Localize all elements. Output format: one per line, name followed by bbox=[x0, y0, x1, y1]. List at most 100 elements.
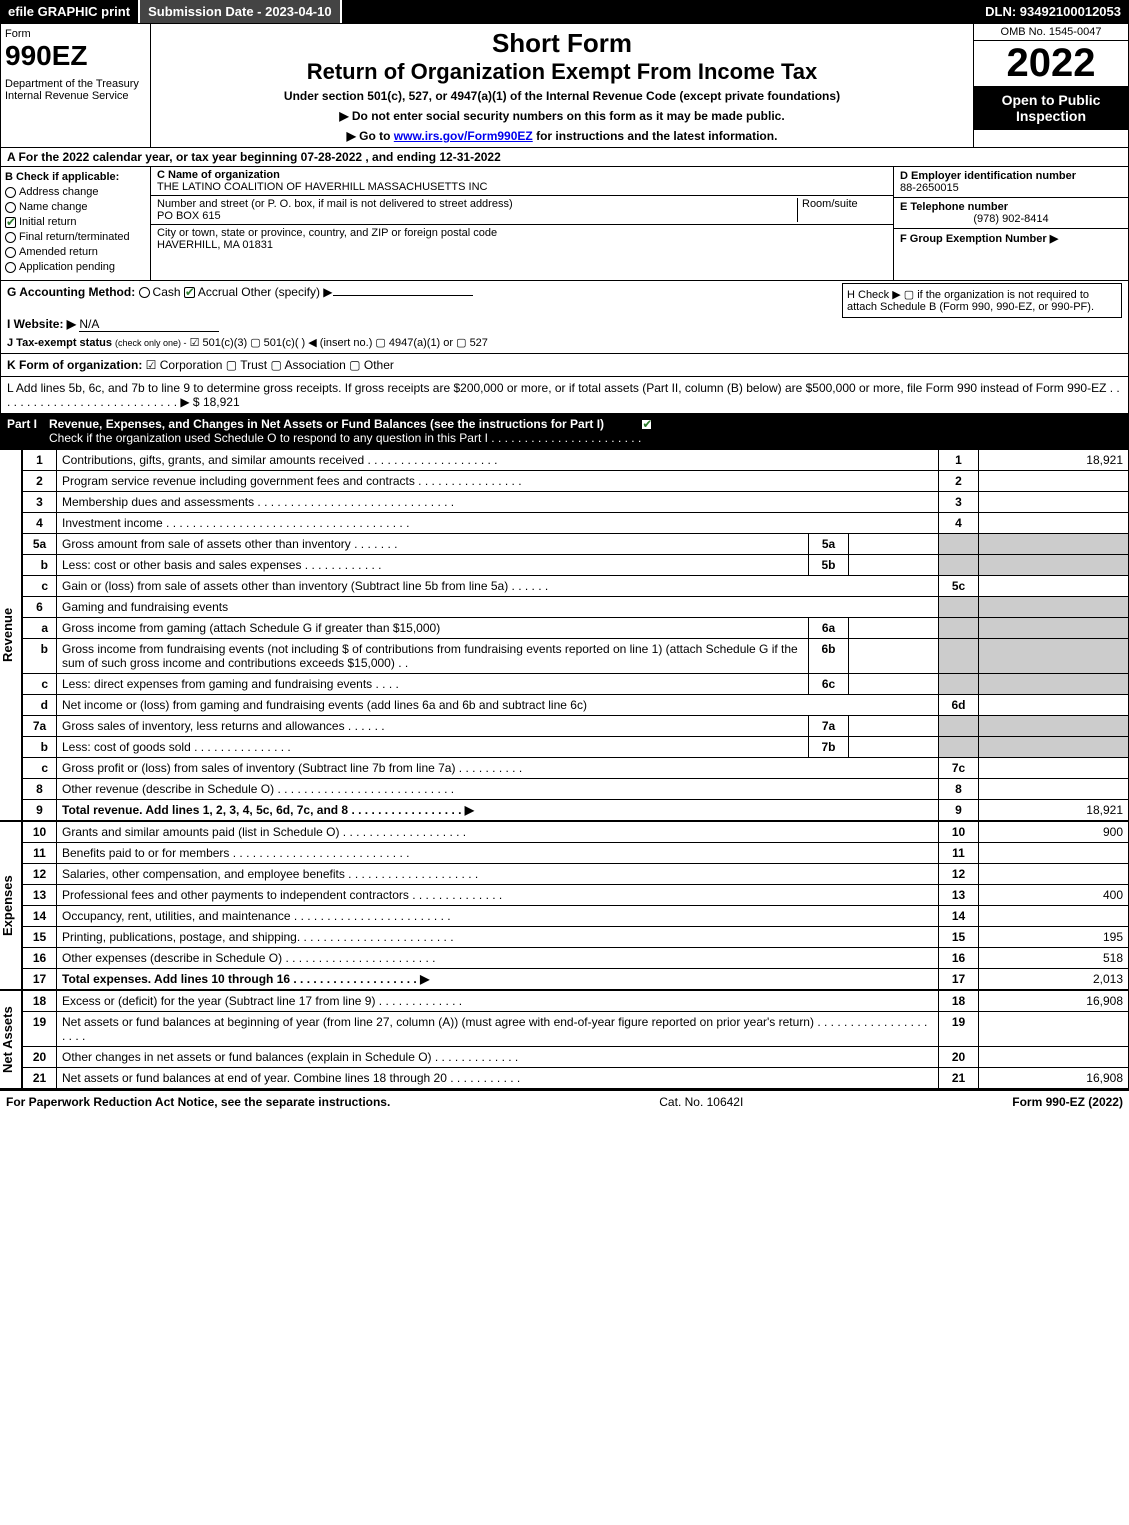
line-6b: bGross income from fundraising events (n… bbox=[23, 639, 1129, 674]
cash-radio[interactable] bbox=[139, 287, 150, 298]
check-application-pending[interactable]: Application pending bbox=[5, 261, 146, 273]
line-6d: dNet income or (loss) from gaming and fu… bbox=[23, 695, 1129, 716]
group-exemption-label: F Group Exemption Number ▶ bbox=[900, 233, 1058, 245]
line-20: 20Other changes in net assets or fund ba… bbox=[23, 1047, 1129, 1068]
footer-mid: Cat. No. 10642I bbox=[659, 1095, 743, 1109]
efile-label: efile GRAPHIC print bbox=[0, 0, 140, 23]
submission-date: Submission Date - 2023-04-10 bbox=[140, 0, 342, 23]
website-label: I Website: ▶ bbox=[7, 317, 76, 331]
row-j: J Tax-exempt status (check only one) - ☑… bbox=[7, 336, 1122, 349]
box-c: C Name of organization THE LATINO COALIT… bbox=[151, 167, 893, 280]
footer-right: Form 990-EZ (2022) bbox=[1012, 1095, 1123, 1109]
part-i-title: Revenue, Expenses, and Changes in Net As… bbox=[49, 417, 604, 431]
city-label: City or town, state or province, country… bbox=[157, 227, 497, 239]
line-14: 14Occupancy, rent, utilities, and mainte… bbox=[23, 906, 1129, 927]
line-9: 9Total revenue. Add lines 1, 2, 3, 4, 5c… bbox=[23, 800, 1129, 821]
org-name-row: C Name of organization THE LATINO COALIT… bbox=[151, 167, 893, 196]
tel-row: E Telephone number (978) 902-8414 bbox=[894, 197, 1128, 228]
part-i-sub: Check if the organization used Schedule … bbox=[49, 431, 641, 445]
revenue-section: Revenue 1Contributions, gifts, grants, a… bbox=[0, 449, 1129, 821]
row-l-value: 18,921 bbox=[203, 395, 240, 409]
box-h: H Check ▶ ▢ if the organization is not r… bbox=[842, 283, 1122, 318]
footer-left: For Paperwork Reduction Act Notice, see … bbox=[6, 1095, 390, 1109]
line-7a: 7aGross sales of inventory, less returns… bbox=[23, 716, 1129, 737]
net-assets-table: 18Excess or (deficit) for the year (Subt… bbox=[22, 990, 1129, 1089]
line-5a: 5aGross amount from sale of assets other… bbox=[23, 534, 1129, 555]
expenses-vlabel: Expenses bbox=[0, 821, 22, 990]
line-10: 10Grants and similar amounts paid (list … bbox=[23, 822, 1129, 843]
dln: DLN: 93492100012053 bbox=[977, 0, 1129, 23]
part-i-label: Part I bbox=[7, 417, 49, 445]
omb-number: OMB No. 1545-0047 bbox=[974, 24, 1128, 41]
street-row: Number and street (or P. O. box, if mail… bbox=[151, 196, 893, 225]
irs-link[interactable]: www.irs.gov/Form990EZ bbox=[394, 129, 533, 143]
line-19: 19Net assets or fund balances at beginni… bbox=[23, 1012, 1129, 1047]
line-7c: cGross profit or (loss) from sales of in… bbox=[23, 758, 1129, 779]
box-def: D Employer identification number 88-2650… bbox=[893, 167, 1128, 280]
section-ghij: H Check ▶ ▢ if the organization is not r… bbox=[0, 281, 1129, 354]
header-right: OMB No. 1545-0047 2022 Open to Public In… bbox=[973, 24, 1128, 147]
check-address-change[interactable]: Address change bbox=[5, 186, 146, 198]
line-5b: bLess: cost or other basis and sales exp… bbox=[23, 555, 1129, 576]
check-final-return[interactable]: Final return/terminated bbox=[5, 231, 146, 243]
schedule-o-check[interactable] bbox=[641, 419, 652, 430]
website-value: N/A bbox=[79, 317, 219, 332]
line-17: 17Total expenses. Add lines 10 through 1… bbox=[23, 969, 1129, 990]
form-word: Form bbox=[5, 28, 146, 40]
accrual-check[interactable] bbox=[184, 287, 195, 298]
street-label: Number and street (or P. O. box, if mail… bbox=[157, 198, 513, 210]
header-center: Short Form Return of Organization Exempt… bbox=[151, 24, 973, 147]
form-number: 990EZ bbox=[5, 40, 146, 72]
line-7b: bLess: cost of goods sold . . . . . . . … bbox=[23, 737, 1129, 758]
form-of-org-label: K Form of organization: bbox=[7, 358, 142, 372]
other-label: Other (specify) ▶ bbox=[241, 285, 332, 299]
box-b: B Check if applicable: Address change Na… bbox=[1, 167, 151, 280]
street-value: PO BOX 615 bbox=[157, 210, 221, 222]
tax-exempt-options: ☑ 501(c)(3) ▢ 501(c)( ) ◀ (insert no.) ▢… bbox=[190, 337, 488, 349]
revenue-vlabel: Revenue bbox=[0, 449, 22, 821]
room-suite-label: Room/suite bbox=[797, 198, 887, 222]
topbar: efile GRAPHIC print Submission Date - 20… bbox=[0, 0, 1129, 23]
note2-post: for instructions and the latest informat… bbox=[533, 129, 778, 143]
city-row: City or town, state or province, country… bbox=[151, 225, 893, 253]
city-value: HAVERHILL, MA 01831 bbox=[157, 239, 273, 251]
line-8: 8Other revenue (describe in Schedule O) … bbox=[23, 779, 1129, 800]
subtitle: Under section 501(c), 527, or 4947(a)(1)… bbox=[155, 89, 969, 103]
line-1: 1Contributions, gifts, grants, and simil… bbox=[23, 450, 1129, 471]
line-6c: cLess: direct expenses from gaming and f… bbox=[23, 674, 1129, 695]
line-12: 12Salaries, other compensation, and empl… bbox=[23, 864, 1129, 885]
ein-value: 88-2650015 bbox=[900, 182, 959, 194]
tel-label: E Telephone number bbox=[900, 201, 1008, 213]
line-21: 21Net assets or fund balances at end of … bbox=[23, 1068, 1129, 1089]
part-i-header: Part I Revenue, Expenses, and Changes in… bbox=[0, 414, 1129, 449]
note2-pre: ▶ Go to bbox=[347, 129, 394, 143]
check-initial-return[interactable]: Initial return bbox=[5, 216, 146, 228]
form-header: Form 990EZ Department of the Treasury In… bbox=[0, 23, 1129, 148]
row-l: L Add lines 5b, 6c, and 7b to line 9 to … bbox=[0, 377, 1129, 414]
tax-year: 2022 bbox=[974, 41, 1128, 86]
line-6a: aGross income from gaming (attach Schedu… bbox=[23, 618, 1129, 639]
row-k: K Form of organization: ☑ Corporation ▢ … bbox=[0, 354, 1129, 377]
line-16: 16Other expenses (describe in Schedule O… bbox=[23, 948, 1129, 969]
expenses-table: 10Grants and similar amounts paid (list … bbox=[22, 821, 1129, 990]
check-amended[interactable]: Amended return bbox=[5, 246, 146, 258]
row-l-text: L Add lines 5b, 6c, and 7b to line 9 to … bbox=[7, 381, 1120, 409]
header-left: Form 990EZ Department of the Treasury In… bbox=[1, 24, 151, 147]
line-15: 15Printing, publications, postage, and s… bbox=[23, 927, 1129, 948]
note-ssn: ▶ Do not enter social security numbers o… bbox=[155, 109, 969, 123]
org-name-label: C Name of organization bbox=[157, 169, 280, 181]
net-assets-section: Net Assets 18Excess or (deficit) for the… bbox=[0, 990, 1129, 1089]
net-assets-vlabel: Net Assets bbox=[0, 990, 22, 1089]
footer: For Paperwork Reduction Act Notice, see … bbox=[0, 1089, 1129, 1113]
line-13: 13Professional fees and other payments t… bbox=[23, 885, 1129, 906]
line-2: 2Program service revenue including gover… bbox=[23, 471, 1129, 492]
irs-label: Internal Revenue Service bbox=[5, 90, 146, 102]
part-i-title-wrap: Revenue, Expenses, and Changes in Net As… bbox=[49, 417, 652, 445]
check-name-change[interactable]: Name change bbox=[5, 201, 146, 213]
expenses-section: Expenses 10Grants and similar amounts pa… bbox=[0, 821, 1129, 990]
short-form-title: Short Form bbox=[155, 28, 969, 59]
dept-label: Department of the Treasury bbox=[5, 78, 146, 90]
note-link: ▶ Go to www.irs.gov/Form990EZ for instru… bbox=[155, 129, 969, 143]
line-5c: cGain or (loss) from sale of assets othe… bbox=[23, 576, 1129, 597]
revenue-table: 1Contributions, gifts, grants, and simil… bbox=[22, 449, 1129, 821]
